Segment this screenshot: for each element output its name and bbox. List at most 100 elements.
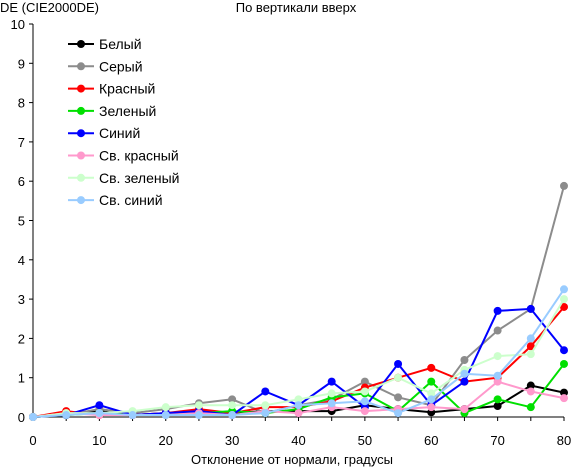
y-tick-label: 3 — [18, 292, 25, 307]
x-tick-label: 70 — [490, 433, 504, 448]
data-point — [327, 377, 336, 386]
data-point — [128, 411, 137, 420]
legend-marker — [77, 40, 85, 48]
data-point — [493, 377, 502, 386]
data-point — [294, 395, 303, 404]
data-point — [493, 306, 502, 315]
data-point — [427, 363, 436, 372]
y-tick-label: 4 — [18, 253, 25, 268]
data-point — [560, 394, 568, 403]
legend-marker — [77, 62, 85, 71]
x-tick-label: 50 — [358, 433, 372, 448]
legend-marker — [77, 151, 85, 160]
data-point — [493, 326, 502, 335]
legend-item: Синий — [68, 125, 140, 141]
legend-marker — [77, 106, 85, 115]
y-tick-label: 10 — [11, 17, 25, 32]
data-point — [228, 395, 237, 404]
data-point — [526, 387, 535, 396]
data-point — [526, 334, 535, 343]
x-tick-label: 0 — [29, 433, 36, 448]
data-point — [327, 399, 336, 408]
data-point — [560, 388, 568, 397]
data-point — [161, 403, 170, 412]
y-tick-label: 6 — [18, 174, 25, 189]
data-point — [493, 352, 502, 361]
data-point — [526, 381, 535, 390]
y-tick-label: 7 — [18, 135, 25, 150]
data-point — [526, 403, 535, 412]
series-2 — [29, 181, 568, 421]
legend-label: Зеленый — [99, 103, 156, 119]
data-point — [62, 411, 71, 420]
data-point — [526, 342, 535, 351]
legend-label: Св. красный — [99, 148, 179, 164]
data-point — [394, 409, 403, 418]
data-point — [360, 407, 369, 416]
legend-label: Синий — [99, 125, 140, 141]
data-point — [228, 411, 237, 420]
data-point — [261, 409, 270, 418]
data-point — [427, 389, 436, 398]
data-point — [95, 409, 104, 418]
legend-item: Св. красный — [68, 148, 179, 164]
data-point — [526, 350, 535, 359]
legend-item: Красный — [68, 81, 155, 97]
data-point — [460, 369, 469, 378]
legend-label: Белый — [99, 36, 142, 52]
y-tick-label: 1 — [18, 371, 25, 386]
data-point — [560, 295, 568, 304]
legend-item: Св. синий — [68, 192, 163, 208]
data-point — [493, 395, 502, 404]
data-point — [161, 411, 170, 420]
data-point — [427, 395, 436, 404]
data-point — [194, 411, 203, 420]
series-layer — [29, 181, 568, 421]
data-point — [560, 359, 568, 368]
legend: Белый Серый Красный Зеленый Синий Св. красный… — [68, 36, 179, 208]
y-tick-label: 0 — [18, 410, 25, 425]
x-tick-label: 80 — [557, 433, 571, 448]
x-tick-label: 20 — [159, 433, 173, 448]
series-line — [32, 185, 565, 418]
data-point — [360, 397, 369, 406]
data-point — [261, 401, 270, 410]
data-point — [560, 181, 568, 190]
data-point — [294, 401, 303, 410]
data-point — [560, 346, 568, 355]
data-point — [394, 373, 403, 382]
y-axis-title: DE (CIE2000DE) — [0, 0, 99, 15]
data-point — [327, 389, 336, 398]
data-point — [460, 356, 469, 365]
legend-marker — [77, 196, 85, 205]
data-point — [360, 387, 369, 396]
legend-marker — [77, 173, 85, 182]
y-tick-label: 8 — [18, 96, 25, 111]
data-point — [493, 401, 502, 410]
data-point — [29, 413, 37, 421]
x-tick-label: 10 — [92, 433, 106, 448]
x-tick-label: 40 — [291, 433, 305, 448]
x-axis-title: Отклонение от нормали, градусы — [191, 452, 393, 467]
data-point — [360, 377, 369, 386]
x-tick-label: 60 — [424, 433, 438, 448]
y-tick-label: 9 — [18, 56, 25, 71]
data-point — [560, 302, 568, 311]
data-point — [194, 401, 203, 410]
data-point — [427, 377, 436, 386]
legend-label: Св. синий — [99, 192, 163, 208]
legend-label: Серый — [99, 58, 143, 74]
data-point — [493, 371, 502, 380]
data-point — [95, 401, 104, 410]
series-8 — [29, 285, 568, 421]
data-point — [526, 304, 535, 313]
axes: 0 1 2 3 4 5 6 7 8 9 10 0 10 20 30 40 50 60 70 80 — [11, 17, 571, 448]
data-point — [294, 409, 303, 418]
data-point — [460, 405, 469, 414]
data-point — [394, 393, 403, 402]
legend-label: Св. зеленый — [99, 170, 179, 186]
y-tick-label: 5 — [18, 214, 25, 229]
data-point — [427, 403, 436, 412]
x-tick-label: 30 — [225, 433, 239, 448]
data-point — [394, 359, 403, 368]
